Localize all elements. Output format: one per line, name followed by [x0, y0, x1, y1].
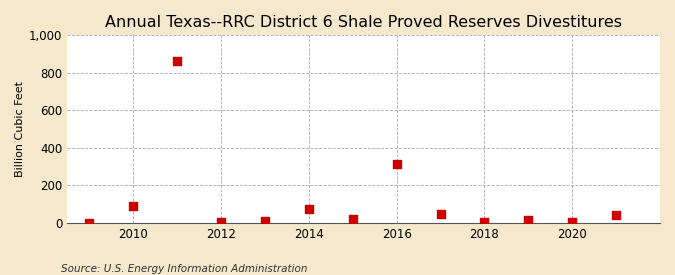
Text: Source: U.S. Energy Information Administration: Source: U.S. Energy Information Administ… [61, 264, 307, 274]
Title: Annual Texas--RRC District 6 Shale Proved Reserves Divestitures: Annual Texas--RRC District 6 Shale Prove… [105, 15, 622, 30]
Point [128, 204, 138, 208]
Point [348, 217, 358, 221]
Point [435, 211, 446, 216]
Point [84, 221, 95, 225]
Point [611, 213, 622, 218]
Point [392, 162, 402, 166]
Point [523, 218, 534, 222]
Point [215, 220, 226, 224]
Y-axis label: Billion Cubic Feet: Billion Cubic Feet [15, 81, 25, 177]
Point [479, 220, 490, 224]
Point [171, 59, 182, 63]
Point [259, 219, 270, 223]
Point [567, 220, 578, 224]
Point [304, 207, 315, 211]
